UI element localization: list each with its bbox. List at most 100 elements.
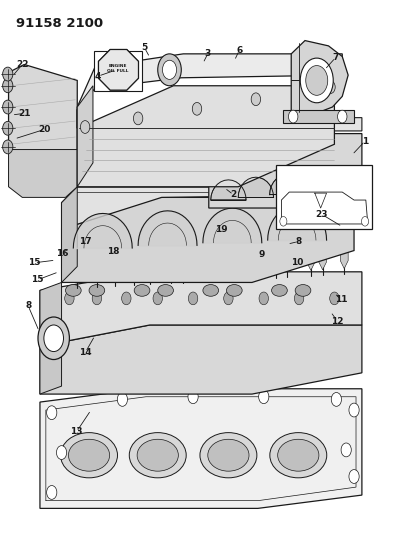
Polygon shape: [250, 247, 258, 273]
Text: 21: 21: [18, 109, 30, 118]
Text: 9: 9: [259, 250, 266, 259]
Circle shape: [251, 93, 260, 106]
Polygon shape: [301, 172, 336, 192]
Circle shape: [56, 446, 67, 459]
Circle shape: [326, 81, 335, 93]
Text: 15: 15: [28, 259, 41, 267]
FancyBboxPatch shape: [94, 51, 142, 91]
Polygon shape: [9, 64, 77, 163]
Text: 12: 12: [331, 317, 344, 326]
Polygon shape: [77, 54, 342, 128]
Polygon shape: [283, 110, 354, 123]
Polygon shape: [238, 177, 273, 197]
Polygon shape: [211, 180, 246, 200]
Polygon shape: [98, 50, 138, 90]
Text: 19: 19: [216, 225, 228, 234]
Circle shape: [259, 292, 268, 305]
Ellipse shape: [227, 285, 242, 296]
Circle shape: [294, 292, 304, 305]
Text: 7: 7: [333, 53, 339, 62]
Polygon shape: [77, 86, 335, 187]
Text: 3: 3: [205, 49, 211, 58]
Polygon shape: [236, 248, 244, 274]
Ellipse shape: [129, 433, 186, 478]
Text: 4: 4: [95, 71, 101, 80]
Circle shape: [117, 392, 128, 406]
Circle shape: [46, 486, 57, 499]
Ellipse shape: [278, 439, 319, 471]
Polygon shape: [209, 134, 362, 208]
Polygon shape: [76, 238, 106, 248]
Polygon shape: [201, 249, 209, 276]
Polygon shape: [307, 244, 315, 270]
Polygon shape: [98, 50, 138, 90]
Text: 23: 23: [316, 210, 328, 219]
Circle shape: [3, 79, 13, 93]
Circle shape: [3, 140, 13, 154]
Polygon shape: [340, 242, 348, 269]
Text: 15: 15: [32, 275, 44, 284]
Circle shape: [3, 67, 13, 81]
Text: 5: 5: [141, 43, 147, 52]
Circle shape: [341, 443, 351, 457]
Circle shape: [310, 83, 320, 96]
Text: 13: 13: [70, 427, 83, 437]
Polygon shape: [145, 238, 175, 248]
Text: 8: 8: [295, 237, 301, 246]
Text: 1: 1: [362, 136, 368, 146]
Circle shape: [188, 390, 198, 403]
Circle shape: [46, 406, 57, 419]
Polygon shape: [40, 389, 362, 508]
Polygon shape: [40, 325, 362, 394]
Text: OIL FULL: OIL FULL: [107, 69, 129, 74]
Circle shape: [224, 292, 233, 305]
Ellipse shape: [61, 433, 117, 478]
Ellipse shape: [65, 285, 81, 296]
Circle shape: [3, 100, 13, 114]
Polygon shape: [271, 246, 279, 272]
Ellipse shape: [200, 433, 257, 478]
Text: 8: 8: [25, 301, 31, 310]
Text: 6: 6: [236, 46, 243, 55]
Circle shape: [330, 292, 339, 305]
Text: 16: 16: [56, 249, 68, 259]
Polygon shape: [215, 249, 223, 276]
Circle shape: [288, 110, 298, 123]
Circle shape: [38, 317, 69, 360]
Circle shape: [258, 390, 269, 403]
Circle shape: [44, 325, 63, 352]
Circle shape: [280, 216, 287, 226]
Ellipse shape: [69, 439, 110, 471]
Circle shape: [158, 54, 181, 86]
Text: 11: 11: [335, 295, 348, 304]
Ellipse shape: [137, 439, 178, 471]
Text: 22: 22: [16, 60, 28, 69]
Polygon shape: [40, 272, 362, 346]
Circle shape: [3, 122, 13, 135]
Ellipse shape: [270, 433, 327, 478]
Circle shape: [122, 292, 131, 305]
Text: 10: 10: [290, 259, 303, 267]
Polygon shape: [73, 256, 81, 283]
Circle shape: [331, 392, 342, 406]
Ellipse shape: [158, 285, 173, 296]
Polygon shape: [130, 253, 138, 280]
Circle shape: [80, 120, 90, 133]
Circle shape: [153, 292, 162, 305]
Circle shape: [300, 58, 333, 103]
Ellipse shape: [271, 285, 287, 296]
Polygon shape: [179, 251, 187, 277]
Polygon shape: [269, 174, 305, 195]
Polygon shape: [111, 254, 119, 281]
Text: 20: 20: [39, 125, 51, 134]
Polygon shape: [209, 118, 362, 144]
Circle shape: [92, 292, 102, 305]
Circle shape: [349, 403, 359, 417]
Polygon shape: [61, 187, 77, 282]
Ellipse shape: [89, 285, 105, 296]
Circle shape: [338, 110, 347, 123]
Polygon shape: [77, 86, 93, 187]
Polygon shape: [61, 197, 354, 282]
Polygon shape: [319, 243, 327, 270]
Polygon shape: [167, 252, 175, 278]
